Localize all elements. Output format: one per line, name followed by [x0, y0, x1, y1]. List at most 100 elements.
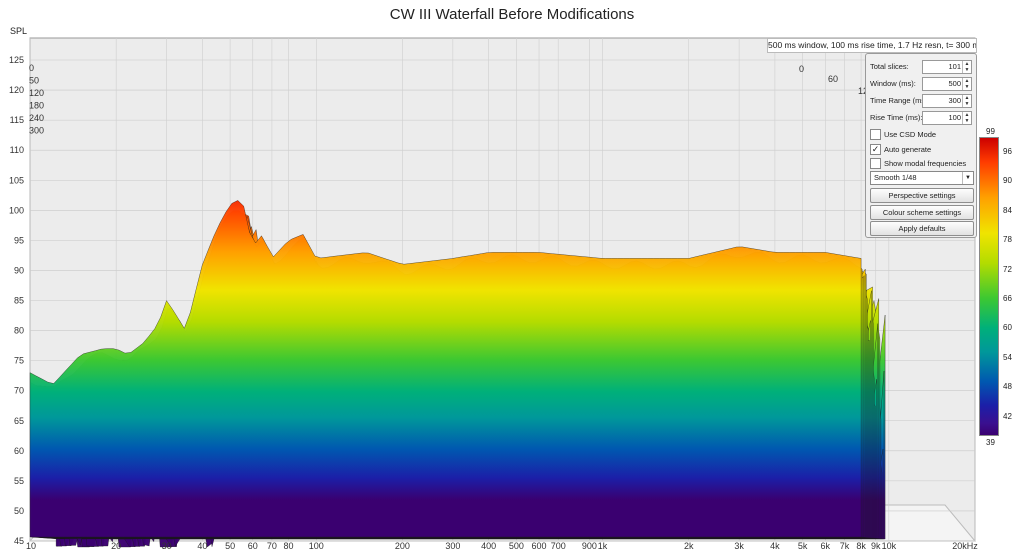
x-tick-label: 60	[248, 541, 258, 551]
x-tick-label: 80	[284, 541, 294, 551]
x-tick-label: 10k	[882, 541, 897, 551]
y-tick-label: 75	[14, 356, 24, 366]
chevron-down-icon[interactable]: ▼	[962, 172, 973, 184]
auto-generate-checkbox[interactable]: ✓	[870, 144, 881, 155]
y-axis-ticks: 125 120 115 110 105 100 95 90 85 80 75 70 65 60 55 50 45	[9, 55, 24, 546]
use-csd-row[interactable]: Use CSD Mode	[870, 128, 972, 141]
x-tick-label: 10	[26, 541, 36, 551]
chart-title: CW III Waterfall Before Modifications	[389, 6, 635, 23]
x-tick-label: 200	[395, 541, 410, 551]
x-tick-label: 600	[532, 541, 547, 551]
total-slices-value: 101	[948, 62, 961, 71]
x-axis-ticks: 10 20 30 40 50 60 70 80 100 200 300 400 500 600 700 900…	[26, 541, 978, 551]
colour-scheme-settings-button[interactable]: Colour scheme settings	[870, 205, 974, 220]
spinner-arrows-icon[interactable]: ▲ ▼	[962, 61, 971, 73]
window-value: 500	[948, 79, 961, 88]
y-tick-label: 55	[14, 476, 24, 486]
x-tick-label: 20kHz	[952, 541, 978, 551]
time-tick-label: 300	[29, 126, 44, 136]
x-tick-label: 6k	[821, 541, 831, 551]
colorbar-tick-label: 54	[1003, 352, 1012, 362]
colorbar-tick-label: 84	[1003, 205, 1012, 215]
colorbar-tick-label: 48	[1003, 382, 1012, 392]
auto-generate-row[interactable]: ✓ Auto generate	[870, 143, 972, 156]
colorbar-tick-label: 90	[1003, 176, 1012, 186]
window-row: Window (ms): 500 ▲ ▼	[870, 77, 972, 91]
time-range-spinner[interactable]: 300 ▲ ▼	[922, 94, 972, 108]
y-axis-label: SPL	[10, 26, 28, 36]
time-tick-label: 120	[29, 88, 44, 98]
colorbar-max-label: 99	[986, 127, 995, 136]
perspective-settings-button[interactable]: Perspective settings	[870, 188, 974, 203]
x-tick-label: 400	[481, 541, 496, 551]
waterfall-slices	[29, 200, 886, 548]
time-range-row: Time Range (ms): 300 ▲ ▼	[870, 94, 972, 108]
y-tick-label: 110	[10, 145, 24, 155]
x-tick-label: 100	[309, 541, 324, 551]
y-tick-label: 85	[14, 296, 24, 306]
show-modal-row[interactable]: Show modal frequencies	[870, 157, 972, 170]
time-tick-label: 0	[29, 63, 34, 73]
y-tick-label: 115	[10, 115, 24, 125]
colorbar-tick-label: 72	[1003, 264, 1012, 274]
window-spinner[interactable]: 500 ▲ ▼	[922, 77, 972, 91]
time-tick-label: 50	[29, 76, 39, 86]
window-label: Window (ms):	[870, 79, 916, 88]
time-tick-label: 60	[828, 74, 838, 84]
x-tick-label: 30	[162, 541, 172, 551]
x-tick-label: 50	[225, 541, 235, 551]
show-modal-checkbox[interactable]	[870, 158, 881, 169]
waterfall-slice	[29, 200, 862, 538]
x-tick-label: 700	[551, 541, 566, 551]
y-tick-label: 100	[9, 205, 24, 215]
total-slices-row: Total slices: 101 ▲ ▼	[870, 60, 972, 74]
x-tick-label: 8k	[856, 541, 866, 551]
use-csd-checkbox[interactable]	[870, 129, 881, 140]
time-range-label: Time Range (ms):	[870, 96, 930, 105]
y-tick-label: 50	[14, 506, 24, 516]
colorbar-min-label: 39	[986, 438, 995, 447]
x-tick-label: 1k	[598, 541, 608, 551]
time-tick-label: 180	[29, 101, 44, 111]
x-tick-label: 9k	[871, 541, 881, 551]
colorbar-tick-label: 42	[1003, 411, 1012, 421]
spinner-arrows-icon[interactable]: ▲ ▼	[962, 95, 971, 107]
time-tick-label: 240	[29, 113, 44, 123]
x-tick-label: 70	[267, 541, 277, 551]
apply-defaults-button[interactable]: Apply defaults	[870, 221, 974, 236]
y-tick-label: 95	[14, 235, 24, 245]
x-tick-label: 5k	[798, 541, 808, 551]
y-tick-label: 105	[9, 175, 24, 185]
colorbar-tick-label: 66	[1003, 294, 1012, 303]
waterfall-controls-panel: Total slices: 101 ▲ ▼ Window (ms): 500 ▲ ▼…	[865, 53, 977, 238]
x-tick-label: 7k	[840, 541, 850, 551]
time-range-value: 300	[948, 96, 961, 105]
x-tick-label: 40	[197, 541, 207, 551]
info-bar: 500 ms window, 100 ms rise time, 1.7 Hz …	[767, 38, 977, 53]
show-modal-label: Show modal frequencies	[884, 159, 967, 168]
y-tick-label: 90	[14, 265, 24, 275]
rise-time-spinner[interactable]: 100 ▲ ▼	[922, 111, 972, 125]
use-csd-label: Use CSD Mode	[884, 130, 937, 139]
auto-generate-label: Auto generate	[884, 145, 932, 154]
x-tick-label: 900	[582, 541, 597, 551]
y-tick-label: 70	[14, 386, 24, 396]
rise-time-value: 100	[948, 113, 961, 122]
time-tick-label: 0	[799, 64, 804, 74]
x-tick-label: 20	[111, 541, 121, 551]
smoothing-dropdown[interactable]: Smooth 1/48 ▼	[870, 171, 974, 185]
colorbar-tick-label: 78	[1003, 235, 1012, 245]
x-tick-label: 4k	[770, 541, 780, 551]
spinner-arrows-icon[interactable]: ▲ ▼	[962, 78, 971, 90]
smoothing-value: Smooth 1/48	[874, 173, 917, 182]
x-tick-label: 500	[509, 541, 524, 551]
y-tick-label: 125	[9, 55, 24, 65]
spinner-arrows-icon[interactable]: ▲ ▼	[962, 112, 971, 124]
y-tick-label: 80	[14, 326, 24, 336]
total-slices-spinner[interactable]: 101 ▲ ▼	[922, 60, 972, 74]
rise-time-label: Rise Time (ms):	[870, 113, 923, 122]
x-tick-label: 300	[445, 541, 460, 551]
y-tick-label: 60	[14, 446, 24, 456]
y-tick-label: 65	[14, 416, 24, 426]
